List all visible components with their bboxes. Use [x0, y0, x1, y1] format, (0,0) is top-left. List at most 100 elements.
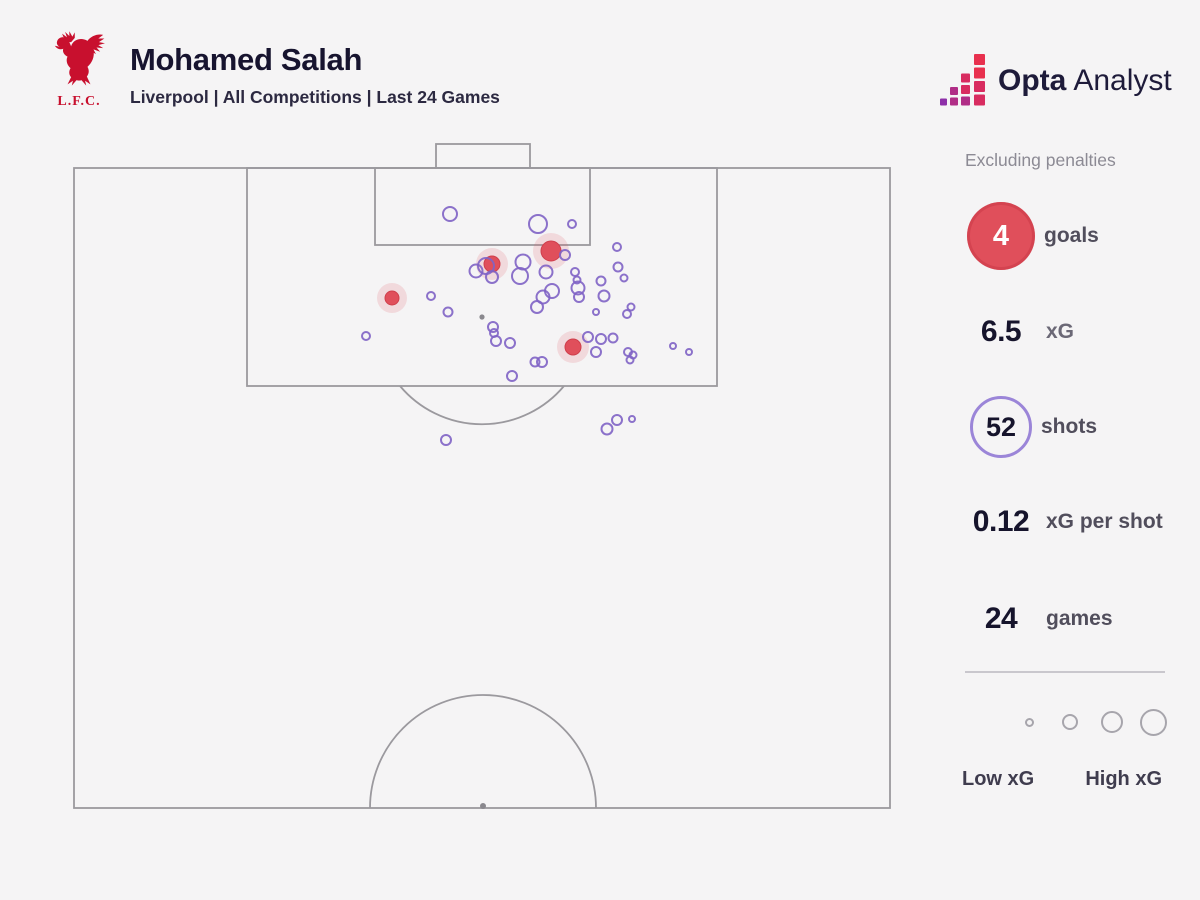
goals-label: goals: [1044, 224, 1099, 247]
shot-marker: [572, 275, 582, 285]
shot-marker: [567, 219, 577, 229]
shot-marker: [625, 355, 635, 365]
opta-stairs-icon: [940, 54, 985, 106]
shot-marker: [669, 342, 677, 350]
stat-row-xg: 6.5 xG: [965, 315, 1074, 349]
shot-marker: [504, 337, 516, 349]
opta-stair-square: [961, 96, 970, 106]
goal-marker: [384, 290, 400, 306]
shot-marker: [622, 309, 632, 319]
opta-stair-square: [961, 85, 970, 94]
shot-marker: [361, 331, 371, 341]
shot-marker: [628, 415, 636, 423]
penalty-spot: [479, 314, 485, 320]
opta-analyst-logo: Opta Analyst: [940, 50, 1172, 112]
penalty-arc: [399, 385, 565, 426]
shot-marker: [600, 422, 614, 436]
club-badge: L.F.C.: [46, 30, 112, 110]
goals-value-circle: 4: [967, 202, 1035, 270]
shot-layer: [361, 206, 693, 446]
centre-spot: [480, 803, 486, 809]
opta-stair-square: [974, 94, 985, 106]
shot-marker: [426, 291, 436, 301]
opta-stair-square: [940, 98, 947, 106]
legend-divider: [965, 671, 1165, 673]
club-abbr: L.F.C.: [57, 94, 101, 109]
header: Mohamed Salah Liverpool | All Competitio…: [130, 42, 500, 108]
shot-marker: [559, 249, 571, 261]
shot-marker: [592, 308, 600, 316]
stat-row-goals: 4 goals: [967, 202, 1099, 270]
centre-circle: [369, 694, 597, 809]
shot-marker: [528, 214, 548, 234]
legend-labels: Low xG High xG: [962, 768, 1162, 791]
liver-bird-icon: [54, 31, 105, 86]
opta-stair-square: [961, 73, 970, 83]
shot-marker: [442, 206, 458, 222]
shot-marker: [487, 321, 499, 333]
shot-marker: [468, 263, 484, 279]
shot-marker: [570, 267, 580, 277]
opta-stair-square: [950, 97, 958, 106]
stats-sidebar: Excluding penalties 4 goals 6.5 xG 52 sh…: [940, 135, 1200, 835]
legend-size-dot: [1062, 714, 1078, 730]
shot-marker: [511, 267, 529, 285]
shot-marker: [442, 306, 454, 318]
stat-row-xg-per-shot: 0.12 xG per shot: [965, 505, 1163, 539]
pitch-lines: [73, 143, 891, 809]
opta-stair-square: [974, 67, 985, 79]
shot-marker: [440, 434, 452, 446]
shot-marker: [490, 335, 502, 347]
shot-marker: [619, 273, 629, 283]
shot-marker: [582, 331, 594, 343]
xg-per-shot-value: 0.12: [972, 505, 1030, 538]
stat-row-shots: 52 shots: [970, 396, 1097, 458]
legend-size-dot: [1101, 711, 1123, 733]
shot-marker: [536, 356, 548, 368]
page-title: Mohamed Salah: [130, 42, 363, 77]
page-subtitle: Liverpool | All Competitions | Last 24 G…: [130, 87, 500, 107]
opta-stair-square: [974, 54, 985, 65]
shot-marker: [607, 332, 619, 344]
six-yard-box: [374, 167, 591, 246]
opta-stair-square: [950, 87, 958, 95]
shot-marker: [506, 370, 518, 382]
shot-marker: [612, 261, 624, 273]
legend-size-dot: [1139, 708, 1167, 736]
shot-marker: [514, 253, 532, 271]
legend-low-label: Low xG: [962, 768, 1035, 790]
shot-marker: [612, 242, 622, 252]
opta-logo-bold: Opta: [998, 64, 1067, 97]
shot-marker: [597, 289, 611, 303]
xg-per-shot-label: xG per shot: [1046, 510, 1163, 533]
opta-stair-square: [974, 81, 985, 92]
goal-marker: [540, 240, 562, 262]
penalty-area: [246, 167, 718, 387]
goal-frame: [435, 143, 531, 169]
shot-marker: [595, 275, 607, 287]
games-value: 24: [984, 602, 1018, 635]
games-label: games: [1046, 607, 1113, 630]
legend-high-label: High xG: [1085, 768, 1162, 790]
xg-value: 6.5: [980, 315, 1022, 348]
shot-marker: [590, 346, 602, 358]
goal-marker: [564, 338, 582, 356]
legend-size-dot: [1024, 717, 1034, 727]
opta-logo-text: Opta Analyst: [998, 64, 1172, 98]
shot-marker: [538, 264, 554, 280]
stat-row-games: 24 games: [965, 602, 1113, 636]
xg-size-legend: [965, 707, 1167, 737]
shot-marker: [611, 414, 623, 426]
excluding-penalties-note: Excluding penalties: [965, 150, 1116, 170]
opta-logo-light: Analyst: [1073, 64, 1172, 97]
shots-label: shots: [1041, 415, 1098, 438]
shot-marker: [529, 356, 541, 368]
shots-value-circle: 52: [970, 396, 1032, 458]
shot-marker: [530, 300, 544, 314]
shot-marker: [685, 348, 693, 356]
shot-marker: [485, 270, 499, 284]
shot-marker: [573, 291, 585, 303]
xg-label: xG: [1046, 320, 1075, 343]
